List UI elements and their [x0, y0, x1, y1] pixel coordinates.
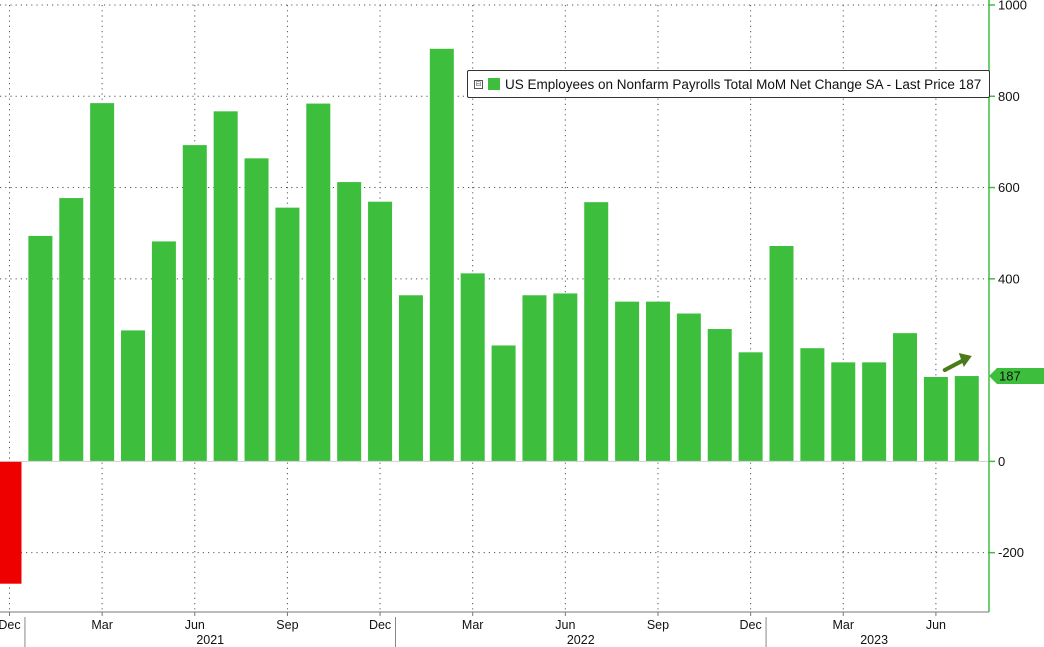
bar-2022-05 — [522, 295, 547, 462]
last-price-tag — [989, 368, 1044, 385]
y-axis: -200 0 400 600 800 1000 187 — [988, 0, 1044, 612]
y-tick-label: -200 — [998, 545, 1024, 560]
bar-2023-06 — [923, 376, 948, 462]
x-year-label: 2023 — [860, 633, 888, 647]
bar-series — [0, 48, 989, 584]
bar-2020-12 — [0, 461, 22, 584]
x-tick-label: Jun — [555, 618, 575, 632]
y-tick-label: 600 — [998, 180, 1020, 195]
bar-2021-03 — [90, 103, 115, 462]
bar-2022-06 — [553, 293, 578, 462]
x-year-label: 2021 — [196, 633, 224, 647]
y-tick-label: 0 — [998, 454, 1005, 469]
bar-2023-04 — [862, 362, 887, 462]
bar-2021-05 — [151, 241, 176, 462]
last-price-label: 187 — [999, 369, 1021, 384]
trend-arrow-head — [958, 353, 972, 368]
bar-2023-05 — [893, 333, 918, 462]
x-tick-label: Mar — [91, 618, 113, 632]
bar-2021-06 — [182, 145, 207, 462]
bar-2022-01 — [398, 295, 423, 462]
x-tick-label: Mar — [832, 618, 854, 632]
legend-swatch — [488, 78, 500, 90]
bar-2021-12 — [368, 201, 393, 462]
bar-2022-08 — [615, 301, 640, 462]
bar-2022-12 — [738, 352, 763, 462]
x-tick-label: Dec — [369, 618, 391, 632]
x-year-label: 2022 — [567, 633, 595, 647]
bar-2023-03 — [831, 362, 856, 462]
bar-2022-04 — [491, 345, 516, 462]
x-tick-label: Jun — [926, 618, 946, 632]
bar-2021-08 — [244, 158, 269, 462]
bar-2022-11 — [707, 329, 732, 462]
x-tick-label: Sep — [647, 618, 669, 632]
bar-2023-01 — [769, 245, 794, 462]
legend-collapse-icon[interactable]: ⊟ — [474, 79, 483, 89]
legend-label: US Employees on Nonfarm Payrolls Total M… — [505, 76, 982, 92]
y-tick-label: 400 — [998, 271, 1020, 286]
bar-2021-09 — [275, 207, 300, 462]
bar-2022-07 — [584, 202, 609, 462]
bar-2022-10 — [676, 313, 701, 462]
y-tick-label: 1000 — [998, 0, 1027, 13]
bar-2023-02 — [800, 348, 825, 462]
bar-2023-07 — [954, 376, 979, 462]
bar-2022-02 — [429, 48, 454, 462]
trend-arrow-shaft — [942, 359, 964, 373]
bar-2021-04 — [121, 330, 146, 462]
x-tick-label: Dec — [740, 618, 762, 632]
x-tick-label: Jun — [185, 618, 205, 632]
bar-2021-07 — [213, 111, 238, 462]
x-tick-label: Dec — [0, 618, 21, 632]
bar-2021-01 — [28, 235, 53, 462]
x-tick-label: Sep — [276, 618, 298, 632]
bar-2021-02 — [59, 198, 84, 462]
bar-2021-10 — [306, 103, 331, 462]
bar-2022-03 — [460, 273, 485, 462]
last-price-marker — [942, 353, 972, 373]
x-tick-label: Mar — [462, 618, 484, 632]
bar-2022-09 — [645, 301, 670, 462]
bar-2021-11 — [337, 182, 362, 462]
chart-legend[interactable]: ⊟ US Employees on Nonfarm Payrolls Total… — [467, 70, 991, 98]
y-tick-label: 800 — [998, 89, 1020, 104]
